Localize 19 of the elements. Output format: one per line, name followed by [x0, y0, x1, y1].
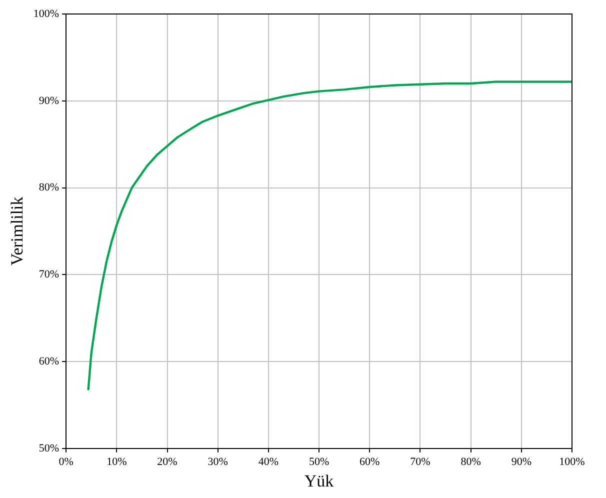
x-tick-label: 60%	[360, 456, 380, 468]
x-tick-label: 0%	[58, 456, 74, 468]
x-tick-label: 100%	[559, 456, 585, 468]
y-tick-label: 60%	[38, 355, 60, 368]
y-tick-label: 50%	[38, 442, 60, 454]
y-tick-label: 90%	[38, 94, 60, 107]
x-tick-label: 10%	[106, 456, 127, 468]
x-tick-label: 50%	[308, 456, 330, 468]
y-axis-title: Verimlilik	[8, 196, 27, 266]
y-tick-label: 80%	[38, 182, 60, 194]
y-tick-label: 100%	[33, 8, 60, 20]
x-axis-title: Yük	[304, 471, 334, 490]
x-tick-label: 20%	[157, 456, 178, 468]
y-tick-label: 70%	[38, 268, 60, 281]
x-tick-label: 80%	[460, 456, 481, 468]
x-tick-label: 70%	[410, 456, 430, 468]
x-tick-label: 30%	[208, 456, 228, 468]
x-tick-label: 90%	[511, 456, 532, 468]
x-tick-label: 40%	[258, 456, 279, 468]
